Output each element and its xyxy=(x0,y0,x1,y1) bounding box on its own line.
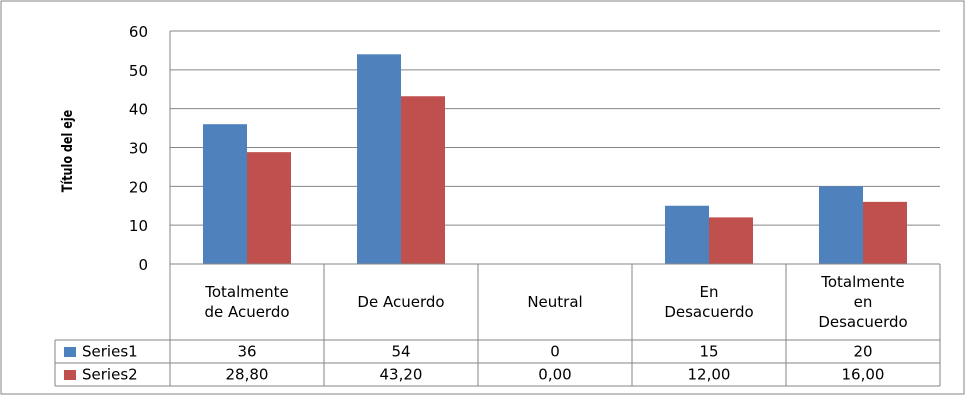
data-value: 20 xyxy=(853,343,872,361)
bar xyxy=(357,54,401,264)
bar xyxy=(863,201,907,264)
bar xyxy=(709,217,753,264)
category-label: Totalmente de Acuerdo xyxy=(204,283,289,321)
data-value: 16,00 xyxy=(842,366,885,384)
data-value: 15 xyxy=(699,343,718,361)
y-tick-label: 30 xyxy=(129,140,148,158)
bar xyxy=(819,186,863,264)
y-tick-label: 40 xyxy=(129,101,148,119)
category-label: De Acuerdo xyxy=(357,293,444,311)
y-axis-title: Título del eje xyxy=(59,110,76,192)
bar xyxy=(247,152,291,264)
data-value: 28,80 xyxy=(226,366,269,384)
series-name: Series1 xyxy=(82,343,138,361)
bars xyxy=(203,54,907,265)
y-tick-label: 20 xyxy=(129,178,148,196)
legend-key xyxy=(64,347,76,357)
y-tick-label: 0 xyxy=(138,256,148,274)
category-label-line: Totalmente xyxy=(820,273,905,291)
data-value: 0 xyxy=(550,343,560,361)
category-label-line: de Acuerdo xyxy=(204,303,289,321)
y-tick-label: 10 xyxy=(129,217,148,235)
category-label-line: En xyxy=(700,283,719,301)
category-label: Neutral xyxy=(527,293,582,311)
data-value: 54 xyxy=(391,343,410,361)
data-table: Totalmente de Acuerdo De Acuerdo Neutral En D… xyxy=(54,263,941,387)
bar xyxy=(203,124,247,264)
series-name: Series2 xyxy=(82,366,138,384)
bar xyxy=(665,205,709,264)
category-label-line: Desacuerdo xyxy=(664,303,753,321)
data-value: 12,00 xyxy=(688,366,731,384)
grid-lines xyxy=(170,30,940,226)
data-value: 43,20 xyxy=(380,366,423,384)
category-label: En Desacuerdo xyxy=(664,283,753,321)
category-label-line: Neutral xyxy=(527,293,582,311)
bar xyxy=(401,96,445,265)
category-label: Totalmente en Desacuerdo xyxy=(818,273,907,331)
category-label-line: en xyxy=(854,293,873,311)
category-label-line: Desacuerdo xyxy=(818,313,907,331)
legend-key xyxy=(64,370,76,380)
data-value: 36 xyxy=(237,343,256,361)
category-label-line: De Acuerdo xyxy=(357,293,444,311)
y-axis: 0 10 20 30 40 50 60 xyxy=(129,23,171,274)
y-tick-label: 60 xyxy=(129,23,148,41)
y-tick-label: 50 xyxy=(129,62,148,80)
data-value: 0,00 xyxy=(538,366,571,384)
category-label-line: Totalmente xyxy=(204,283,289,301)
